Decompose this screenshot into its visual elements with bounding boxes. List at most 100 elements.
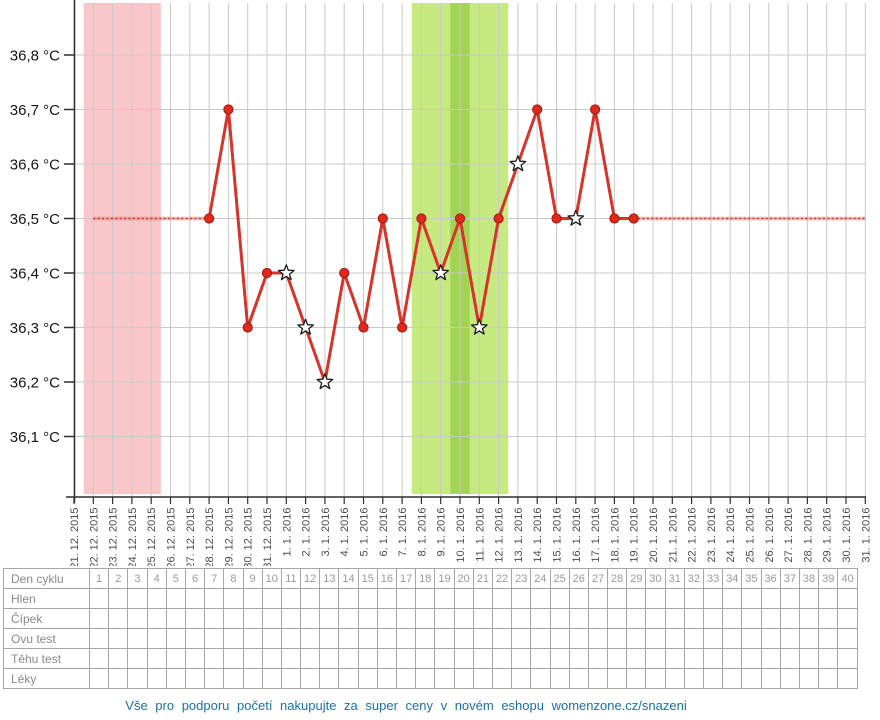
entry-cell[interactable]	[242, 628, 263, 649]
entry-cell[interactable]	[760, 588, 781, 609]
entry-cell[interactable]	[242, 668, 263, 689]
entry-cell[interactable]	[702, 628, 724, 649]
entry-cell[interactable]	[165, 628, 186, 649]
entry-cell[interactable]	[741, 648, 762, 669]
entry-cell[interactable]	[818, 648, 839, 669]
entry-cell[interactable]	[472, 648, 493, 669]
entry-cell[interactable]	[434, 628, 455, 649]
entry-cell[interactable]	[837, 648, 858, 669]
temperature-point-star[interactable]	[470, 318, 488, 335]
entry-cell[interactable]	[242, 588, 263, 609]
entry-cell[interactable]	[779, 588, 800, 609]
entry-cell[interactable]	[702, 668, 724, 689]
temperature-point[interactable]	[397, 322, 408, 333]
entry-cell[interactable]	[472, 628, 493, 649]
entry-cell[interactable]	[300, 608, 321, 629]
entry-cell[interactable]	[261, 628, 282, 649]
entry-cell[interactable]	[127, 588, 148, 609]
entry-cell[interactable]	[472, 668, 493, 689]
entry-cell[interactable]	[683, 668, 705, 689]
entry-cell[interactable]	[549, 648, 570, 669]
entry-cell[interactable]	[511, 588, 532, 609]
entry-cell[interactable]	[395, 628, 417, 649]
temperature-point-star[interactable]	[432, 264, 450, 281]
entry-cell[interactable]	[108, 648, 129, 669]
entry-cell[interactable]	[395, 588, 417, 609]
entry-cell[interactable]	[511, 608, 532, 629]
entry-cell[interactable]	[683, 648, 705, 669]
entry-cell[interactable]	[165, 668, 186, 689]
entry-cell[interactable]	[261, 588, 282, 609]
entry-cell[interactable]	[108, 668, 129, 689]
entry-cell[interactable]	[779, 608, 800, 629]
entry-cell[interactable]	[280, 668, 302, 689]
entry-cell[interactable]	[568, 648, 589, 669]
entry-cell[interactable]	[300, 628, 321, 649]
entry-cell[interactable]	[702, 648, 724, 669]
entry-cell[interactable]	[511, 628, 532, 649]
entry-cell[interactable]	[261, 668, 282, 689]
entry-cell[interactable]	[357, 608, 378, 629]
entry-cell[interactable]	[300, 648, 321, 669]
entry-cell[interactable]	[530, 608, 551, 629]
entry-cell[interactable]	[626, 668, 647, 689]
entry-cell[interactable]	[530, 648, 551, 669]
entry-cell[interactable]	[760, 628, 781, 649]
entry-cell[interactable]	[549, 588, 570, 609]
entry-cell[interactable]	[530, 668, 551, 689]
entry-cell[interactable]	[146, 668, 167, 689]
entry-cell[interactable]	[587, 628, 609, 649]
temperature-point-star[interactable]	[316, 373, 334, 390]
entry-cell[interactable]	[204, 628, 225, 649]
entry-cell[interactable]	[702, 608, 724, 629]
entry-cell[interactable]	[472, 608, 493, 629]
entry-cell[interactable]	[88, 668, 110, 689]
entry-cell[interactable]	[415, 628, 436, 649]
entry-cell[interactable]	[338, 628, 359, 649]
entry-cell[interactable]	[415, 648, 436, 669]
entry-cell[interactable]	[645, 668, 666, 689]
entry-cell[interactable]	[453, 668, 474, 689]
entry-cell[interactable]	[88, 588, 110, 609]
entry-cell[interactable]	[415, 668, 436, 689]
entry-cell[interactable]	[645, 628, 666, 649]
entry-cell[interactable]	[223, 668, 244, 689]
entry-cell[interactable]	[146, 588, 167, 609]
entry-cell[interactable]	[319, 668, 340, 689]
entry-cell[interactable]	[722, 668, 743, 689]
entry-cell[interactable]	[319, 628, 340, 649]
entry-cell[interactable]	[376, 648, 398, 669]
entry-cell[interactable]	[319, 648, 340, 669]
entry-cell[interactable]	[434, 608, 455, 629]
temperature-point[interactable]	[261, 267, 273, 279]
entry-cell[interactable]	[837, 608, 858, 629]
entry-cell[interactable]	[607, 648, 628, 669]
entry-cell[interactable]	[549, 628, 570, 649]
entry-cell[interactable]	[798, 628, 820, 649]
entry-cell[interactable]	[491, 668, 513, 689]
entry-cell[interactable]	[204, 608, 225, 629]
entry-cell[interactable]	[549, 608, 570, 629]
entry-cell[interactable]	[818, 668, 839, 689]
entry-cell[interactable]	[664, 588, 685, 609]
entry-cell[interactable]	[165, 648, 186, 669]
temperature-point-star[interactable]	[277, 264, 295, 281]
entry-cell[interactable]	[607, 668, 628, 689]
temperature-point[interactable]	[454, 213, 466, 224]
entry-cell[interactable]	[146, 648, 167, 669]
entry-cell[interactable]	[683, 628, 705, 649]
entry-cell[interactable]	[683, 608, 705, 629]
entry-cell[interactable]	[587, 608, 609, 629]
entry-cell[interactable]	[146, 628, 167, 649]
entry-cell[interactable]	[434, 648, 455, 669]
entry-cell[interactable]	[165, 608, 186, 629]
entry-cell[interactable]	[722, 628, 743, 649]
entry-cell[interactable]	[376, 668, 398, 689]
entry-cell[interactable]	[587, 648, 609, 669]
entry-cell[interactable]	[837, 668, 858, 689]
entry-cell[interactable]	[837, 588, 858, 609]
entry-cell[interactable]	[568, 608, 589, 629]
entry-cell[interactable]	[798, 668, 820, 689]
entry-cell[interactable]	[453, 648, 474, 669]
entry-cell[interactable]	[530, 628, 551, 649]
